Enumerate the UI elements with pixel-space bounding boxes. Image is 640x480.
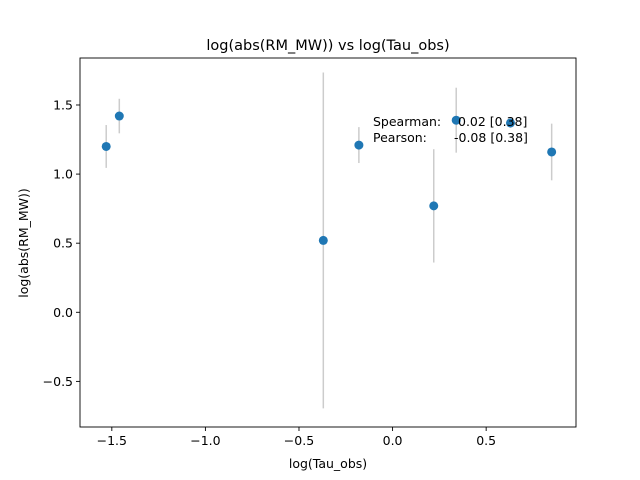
data-point-7 xyxy=(505,118,515,128)
y-tick-label: 0.0 xyxy=(53,305,73,320)
x-axis-ticks: −1.5 −1.0 −0.5 0.0 0.5 xyxy=(97,427,496,448)
y-axis-ticks: −0.5 0.0 0.5 1.0 1.5 xyxy=(43,97,80,389)
y-tick-label: −0.5 xyxy=(43,374,73,389)
data-point-5 xyxy=(429,201,439,211)
plot-area xyxy=(80,58,576,427)
data-point-3 xyxy=(318,235,328,245)
data-point-6 xyxy=(451,115,461,125)
plot-frame xyxy=(79,57,577,428)
x-tick-label: 0.5 xyxy=(476,433,496,448)
y-tick-label: 1.0 xyxy=(53,167,73,182)
y-axis-label: log(abs(RM_MW)) xyxy=(16,188,31,298)
x-tick-label: 0.0 xyxy=(383,433,403,448)
spearman-value: 0.02 [0.38] xyxy=(458,114,527,129)
x-axis-label: log(Tau_obs) xyxy=(289,456,367,471)
chart-title: log(abs(RM_MW)) vs log(Tau_obs) xyxy=(206,38,449,54)
x-tick-label: −0.5 xyxy=(284,433,314,448)
spearman-label: Spearman: xyxy=(373,114,441,129)
pearson-label: Pearson: xyxy=(373,130,427,145)
y-tick-label: 0.5 xyxy=(53,236,73,251)
x-tick-label: −1.0 xyxy=(190,433,220,448)
marker-group xyxy=(101,111,557,245)
pearson-value: -0.08 [0.38] xyxy=(454,130,528,145)
data-point-1 xyxy=(101,141,111,151)
x-tick-label: −1.5 xyxy=(97,433,127,448)
data-point-2 xyxy=(114,111,124,121)
stats-annotation: Spearman: 0.02 [0.38] Pearson: -0.08 [0.… xyxy=(373,114,528,145)
data-point-8 xyxy=(547,147,557,157)
data-point-4 xyxy=(354,140,364,150)
y-tick-label: 1.5 xyxy=(53,97,73,112)
